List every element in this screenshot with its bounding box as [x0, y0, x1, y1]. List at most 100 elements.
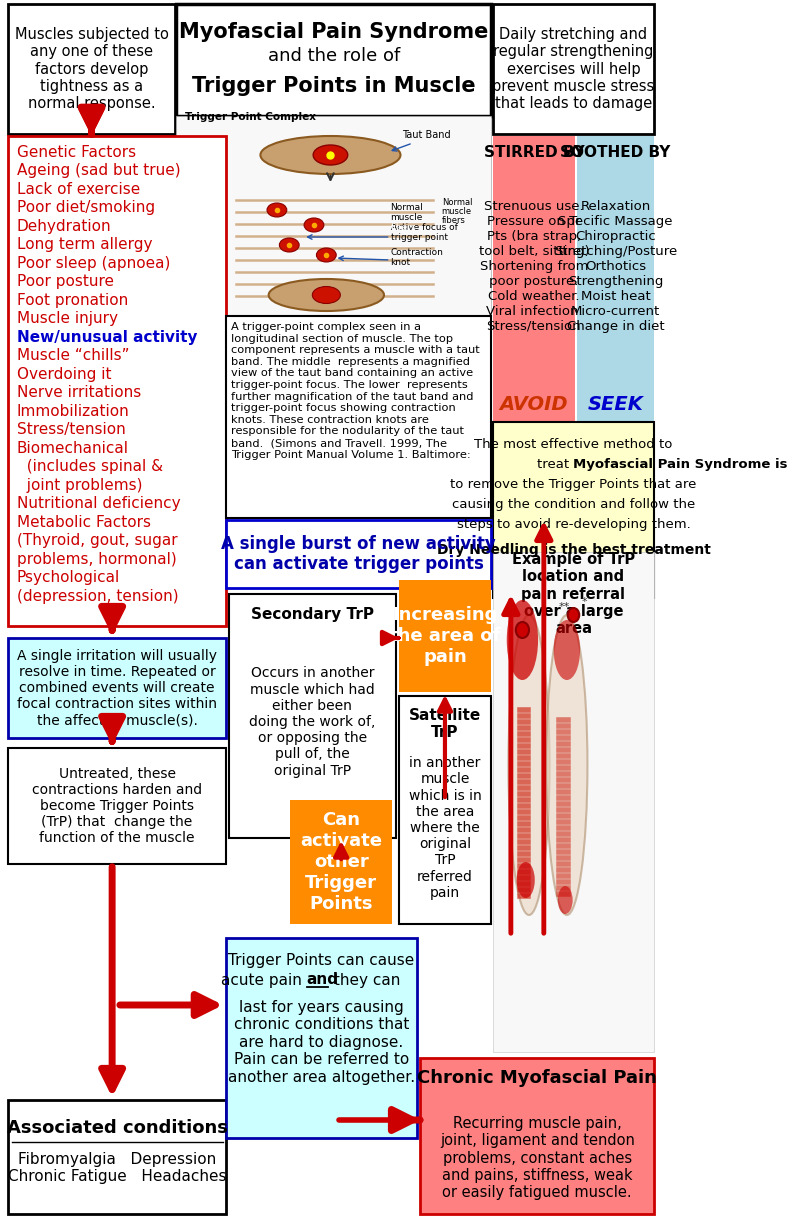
Text: Recurring muscle pain,
joint, ligament and tendon
problems, constant aches
and p: Recurring muscle pain, joint, ligament a…: [440, 1115, 634, 1201]
Text: and: and: [307, 973, 339, 987]
Ellipse shape: [316, 247, 336, 262]
Text: **: **: [558, 602, 570, 612]
Text: A single burst of new activity
can activate trigger points: A single burst of new activity can activ…: [221, 535, 496, 573]
Ellipse shape: [304, 218, 324, 232]
Text: in another
muscle
which is in
the area
where the
original
TrP
referred
pain: in another muscle which is in the area w…: [408, 756, 481, 900]
Text: Trigger Points in Muscle: Trigger Points in Muscle: [192, 76, 476, 96]
Text: Normal: Normal: [442, 197, 472, 207]
Ellipse shape: [515, 622, 529, 638]
FancyBboxPatch shape: [9, 137, 226, 627]
Text: Normal: Normal: [391, 204, 423, 212]
Text: Myofascial Pain Syndrome is: Myofascial Pain Syndrome is: [573, 457, 788, 471]
FancyBboxPatch shape: [9, 638, 226, 737]
Ellipse shape: [269, 279, 384, 311]
FancyBboxPatch shape: [290, 800, 393, 924]
Text: last for years causing
chronic conditions that
are hard to diagnose.
Pain can be: last for years causing chronic condition…: [228, 1000, 415, 1085]
Text: Psychological: Psychological: [17, 570, 120, 585]
Text: (Thyroid, gout, sugar: (Thyroid, gout, sugar: [17, 533, 177, 549]
Text: Biomechanical: Biomechanical: [17, 440, 128, 456]
Text: A trigger-point complex seen in a
longitudinal section of muscle. The top
compon: A trigger-point complex seen in a longit…: [231, 322, 480, 460]
Text: trigger point: trigger point: [391, 233, 447, 243]
FancyBboxPatch shape: [176, 116, 491, 316]
Text: Muscles subjected to
any one of these
factors develop
tightness as a
normal resp: Muscles subjected to any one of these fa…: [14, 27, 168, 111]
FancyBboxPatch shape: [229, 594, 396, 837]
Text: muscle: muscle: [442, 207, 472, 216]
Text: Strenuous use.
Pressure on Tr
Pts (bra strap,
tool belt, sitting)
Shortening fro: Strenuous use. Pressure on Tr Pts (bra s…: [479, 200, 589, 333]
Text: Occurs in another
muscle which had
either been
doing the work of,
or opposing th: Occurs in another muscle which had eithe…: [249, 667, 376, 778]
FancyBboxPatch shape: [9, 4, 174, 134]
Text: they can: they can: [329, 973, 400, 987]
Text: Myofascial Pain Syndrome: Myofascial Pain Syndrome: [179, 22, 488, 41]
Text: steps to avoid re-developing them.: steps to avoid re-developing them.: [457, 518, 691, 530]
Text: knot: knot: [391, 258, 411, 267]
Text: Poor posture: Poor posture: [17, 274, 113, 289]
Ellipse shape: [267, 204, 287, 217]
Text: Trigger Points can cause: Trigger Points can cause: [228, 952, 415, 968]
Text: Long term allergy: Long term allergy: [17, 236, 152, 252]
Text: Immobilization: Immobilization: [17, 403, 129, 418]
Text: *: *: [582, 597, 588, 607]
FancyBboxPatch shape: [420, 1058, 654, 1214]
Text: Contraction: Contraction: [391, 247, 443, 257]
Text: Increasing
the area of
pain: Increasing the area of pain: [389, 606, 500, 666]
Text: SEEK: SEEK: [588, 395, 643, 413]
Text: Dry Needling is the best treatment: Dry Needling is the best treatment: [436, 542, 711, 557]
Text: Muscle injury: Muscle injury: [17, 311, 117, 325]
FancyBboxPatch shape: [176, 4, 491, 116]
Text: A single irritation will usually
resolve in time. Repeated or
combined events wi: A single irritation will usually resolve…: [17, 649, 217, 728]
FancyBboxPatch shape: [226, 316, 491, 518]
Text: Dehydration: Dehydration: [17, 218, 111, 234]
Text: Associated conditions: Associated conditions: [6, 1119, 228, 1137]
FancyBboxPatch shape: [399, 580, 491, 692]
FancyBboxPatch shape: [492, 386, 575, 422]
Text: Untreated, these
contractions harden and
become Trigger Points
(TrP) that  chang: Untreated, these contractions harden and…: [32, 767, 202, 846]
Text: SOOTHED BY: SOOTHED BY: [561, 145, 671, 160]
Text: Trigger Point Complex: Trigger Point Complex: [185, 112, 316, 122]
FancyBboxPatch shape: [226, 937, 417, 1139]
Text: causing the condition and follow the: causing the condition and follow the: [452, 497, 695, 511]
Text: Ageing (sad but true): Ageing (sad but true): [17, 163, 180, 178]
Text: problems, hormonal): problems, hormonal): [17, 551, 176, 567]
Text: and the role of: and the role of: [267, 48, 400, 65]
FancyBboxPatch shape: [9, 748, 226, 864]
Text: Poor sleep (apnoea): Poor sleep (apnoea): [17, 256, 170, 271]
FancyBboxPatch shape: [399, 696, 491, 924]
Text: New/unusual activity: New/unusual activity: [17, 329, 197, 345]
Text: Chronic Myofascial Pain: Chronic Myofascial Pain: [417, 1069, 657, 1087]
Text: Fibromyalgia   Depression
Chronic Fatigue   Headaches: Fibromyalgia Depression Chronic Fatigue …: [8, 1152, 226, 1184]
Text: Metabolic Factors: Metabolic Factors: [17, 514, 151, 529]
Text: Example of TrP
location and
pain referral
over a large
area: Example of TrP location and pain referra…: [512, 552, 635, 636]
Text: AVOID: AVOID: [500, 395, 569, 413]
Text: Foot pronation: Foot pronation: [17, 293, 128, 307]
FancyBboxPatch shape: [577, 386, 654, 422]
Text: fibers: fibers: [391, 223, 416, 232]
FancyBboxPatch shape: [492, 552, 654, 1052]
Text: muscle: muscle: [391, 213, 423, 222]
Ellipse shape: [312, 286, 340, 304]
Text: Nerve irritations: Nerve irritations: [17, 385, 141, 400]
Text: Poor diet/smoking: Poor diet/smoking: [17, 200, 155, 215]
FancyBboxPatch shape: [492, 422, 654, 599]
Text: joint problems): joint problems): [17, 478, 142, 492]
Ellipse shape: [313, 145, 348, 165]
Text: Overdoing it: Overdoing it: [17, 367, 111, 382]
Text: The most effective method to: The most effective method to: [474, 438, 672, 451]
Text: Nutritional deficiency: Nutritional deficiency: [17, 496, 180, 511]
FancyBboxPatch shape: [492, 137, 575, 386]
Text: Active focus of: Active focus of: [391, 223, 458, 232]
Ellipse shape: [279, 238, 299, 252]
Text: (depression, tension): (depression, tension): [17, 589, 178, 603]
Text: Secondary TrP: Secondary TrP: [251, 607, 374, 622]
Text: treat: treat: [537, 457, 573, 471]
FancyBboxPatch shape: [492, 4, 654, 134]
Ellipse shape: [554, 620, 580, 680]
Ellipse shape: [507, 600, 538, 680]
Ellipse shape: [260, 137, 400, 174]
Text: Stress/tension: Stress/tension: [17, 422, 125, 436]
Text: Lack of exercise: Lack of exercise: [17, 182, 140, 196]
Ellipse shape: [546, 616, 588, 915]
Text: fibers: fibers: [442, 216, 465, 226]
Text: Genetic Factors: Genetic Factors: [17, 145, 136, 160]
Ellipse shape: [516, 862, 534, 898]
Text: Can
activate
other
Trigger
Points: Can activate other Trigger Points: [301, 812, 382, 913]
